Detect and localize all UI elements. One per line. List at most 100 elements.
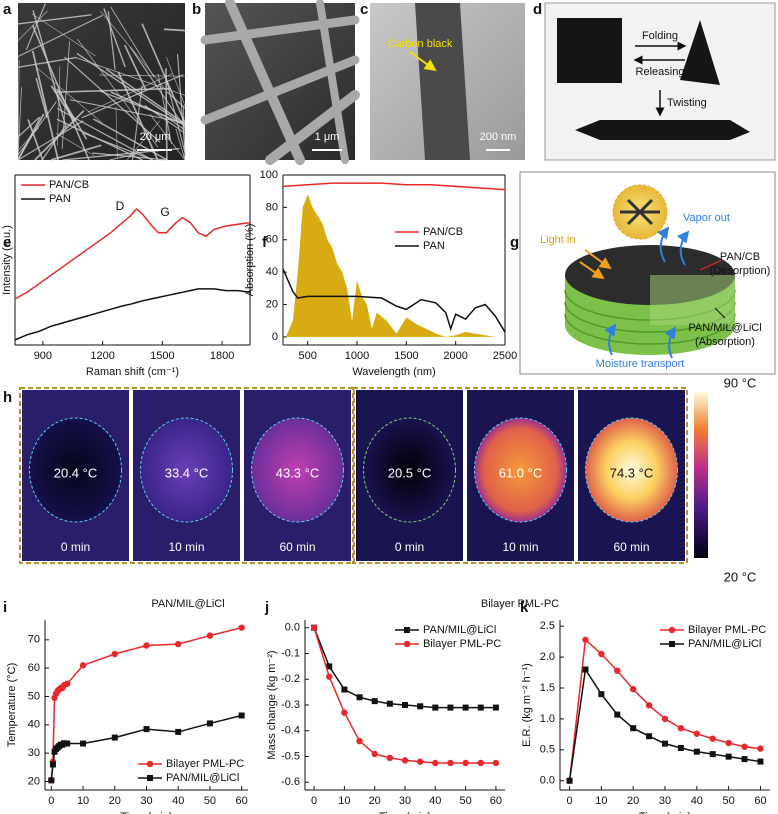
y-tick-label: 30 xyxy=(28,747,40,759)
arrow xyxy=(409,51,437,72)
point xyxy=(662,740,668,747)
fiber xyxy=(61,41,71,150)
schematic-label: Light in xyxy=(540,234,575,246)
arrow xyxy=(657,226,670,263)
point xyxy=(371,698,378,705)
group-label: PAN/MIL@LiCl xyxy=(151,598,224,610)
x-tick-label: 1800 xyxy=(210,350,234,362)
colorbar-label: 90 °C xyxy=(724,375,757,390)
fiber xyxy=(415,3,470,160)
point xyxy=(326,663,333,670)
fiber xyxy=(35,66,103,123)
fiber xyxy=(54,87,171,94)
fiber xyxy=(17,14,103,57)
fiber xyxy=(17,116,41,161)
solar-spectrum xyxy=(285,194,505,337)
y-tick-label: -0.3 xyxy=(281,699,300,711)
arrow xyxy=(579,261,605,280)
group-frame xyxy=(352,387,688,564)
x-tick-label: 900 xyxy=(34,350,52,362)
point xyxy=(238,712,245,719)
scale-label: 20 μm xyxy=(140,131,171,143)
panel-label: f xyxy=(262,234,268,251)
y-tick-label: 40 xyxy=(28,719,40,731)
panel-label: e xyxy=(3,234,11,251)
annotation: Carbon black xyxy=(388,38,453,50)
schematic-label: (Desorption) xyxy=(710,265,771,277)
point xyxy=(326,673,333,680)
legend-label: PAN/CB xyxy=(423,226,463,238)
y-tick-label: 0.0 xyxy=(285,622,300,634)
fiber xyxy=(149,113,186,161)
legend-marker xyxy=(668,626,676,634)
fiber xyxy=(165,115,186,131)
point xyxy=(477,704,484,711)
point xyxy=(356,737,363,745)
thermal-images: 20.4 °C 0 min 33.4 °C 10 min 43.3 °C 60 min 20… xyxy=(22,390,685,561)
y-axis-label: Mass change (kg m⁻²) xyxy=(266,650,278,759)
fiber xyxy=(126,120,160,161)
point xyxy=(492,704,499,711)
point xyxy=(741,743,748,750)
y-tick-label: 100 xyxy=(260,169,278,181)
y-tick-label: 20 xyxy=(28,775,40,787)
x-tick-label: 60 xyxy=(754,795,766,807)
fiber xyxy=(131,85,143,161)
point xyxy=(693,748,700,755)
y-axis-label: E.R. (kg m⁻² h⁻¹) xyxy=(521,663,533,747)
y-tick-label: 0 xyxy=(272,331,278,343)
x-tick-label: 40 xyxy=(429,795,441,807)
fiber xyxy=(83,132,154,161)
x-axis-label: Time (min) xyxy=(120,811,172,814)
point xyxy=(61,740,68,747)
fiber xyxy=(17,56,77,68)
fiber xyxy=(31,50,59,161)
legend-label: Bilayer PML-PC xyxy=(688,624,766,636)
panel-label: d xyxy=(533,1,542,18)
fiber xyxy=(17,87,22,159)
annotation: D xyxy=(116,199,125,213)
point xyxy=(646,733,653,740)
x-tick-label: 0 xyxy=(48,795,54,807)
panel-label: j xyxy=(264,599,269,616)
panel-label: a xyxy=(3,1,12,18)
y-tick-label: -0.5 xyxy=(281,750,300,762)
point xyxy=(582,636,589,643)
point xyxy=(341,686,348,693)
point xyxy=(143,726,150,733)
x-tick-label: 10 xyxy=(595,795,607,807)
point xyxy=(477,759,484,767)
y-tick-label: 2.5 xyxy=(540,620,555,632)
fiber xyxy=(115,106,118,158)
panel-label: b xyxy=(192,1,201,18)
arrow xyxy=(677,230,690,266)
point xyxy=(447,759,454,767)
legend-label: PAN/MIL@LiCl xyxy=(166,772,239,784)
panel-label: g xyxy=(510,234,519,251)
fiber xyxy=(76,52,186,127)
x-tick-label: 0 xyxy=(311,795,317,807)
y-tick-label: 60 xyxy=(28,662,40,674)
x-axis-label: Raman shift (cm⁻¹) xyxy=(86,366,179,378)
series-line xyxy=(282,268,506,333)
y-tick-label: 50 xyxy=(28,690,40,702)
fiber xyxy=(32,10,67,128)
point xyxy=(416,758,424,765)
schematic-label: Vapor out xyxy=(683,212,730,224)
x-tick-label: 50 xyxy=(723,795,735,807)
x-tick-label: 30 xyxy=(399,795,411,807)
fiber xyxy=(103,8,126,68)
y-tick-label: -0.4 xyxy=(281,725,300,737)
fiber xyxy=(166,56,186,106)
x-tick-label: 20 xyxy=(109,795,121,807)
sample xyxy=(29,417,122,523)
point xyxy=(725,739,732,747)
point xyxy=(238,624,245,631)
point xyxy=(341,709,348,716)
x-tick-label: 30 xyxy=(659,795,671,807)
x-tick-label: 60 xyxy=(236,795,248,807)
fiber xyxy=(107,11,116,70)
pointer xyxy=(714,307,726,319)
fibers xyxy=(200,0,360,165)
annotation: G xyxy=(160,205,169,219)
